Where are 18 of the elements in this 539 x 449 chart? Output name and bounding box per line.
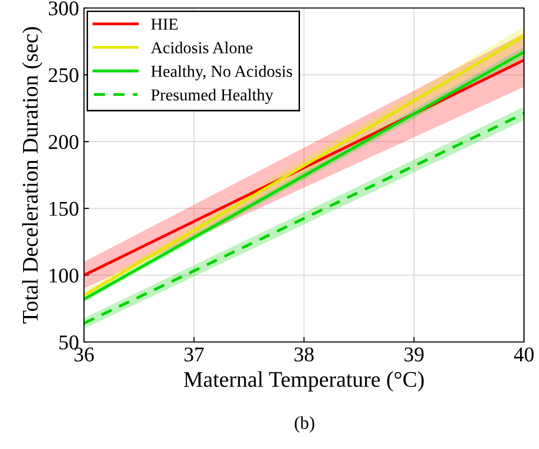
y-tick-label: 200 — [48, 134, 78, 150]
legend-label: Healthy, No Acidosis — [151, 65, 292, 80]
x-tick-label: 39 — [404, 348, 424, 362]
x-tick-label: 38 — [294, 347, 314, 362]
x-axis-title: Maternal Temperature (°C) — [184, 371, 424, 392]
y-tick-label: 50 — [60, 335, 78, 350]
x-tick-label: 40 — [514, 347, 534, 362]
x-tick-label: 36 — [74, 348, 94, 362]
y-axis-title: Total Deceleration Duration (sec) — [22, 27, 42, 324]
y-tick-label: 300 — [48, 1, 78, 16]
legend-label: Presumed Healthy — [151, 88, 274, 104]
y-tick-label: 100 — [50, 268, 78, 283]
y-tick-label: 150 — [50, 202, 78, 216]
y-tick-label: 250 — [48, 68, 78, 82]
x-tick-label: 37 — [184, 348, 204, 362]
text: (b) — [294, 416, 314, 433]
legend-label: Acidosis Alone — [150, 42, 252, 54]
legend-label: HIE — [151, 18, 178, 30]
